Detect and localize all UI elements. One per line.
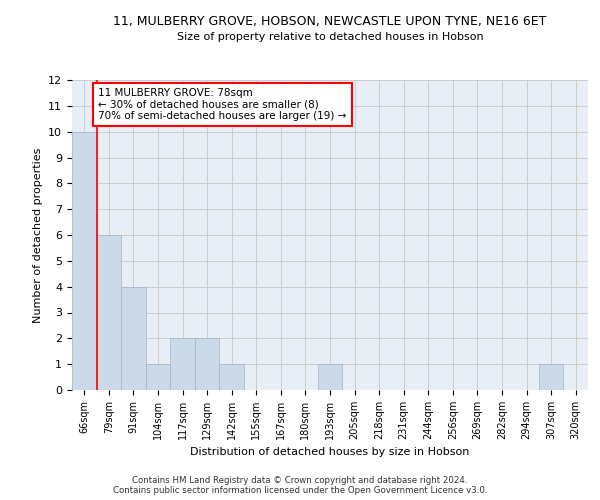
Text: Contains HM Land Registry data © Crown copyright and database right 2024.
Contai: Contains HM Land Registry data © Crown c… <box>113 476 487 495</box>
X-axis label: Distribution of detached houses by size in Hobson: Distribution of detached houses by size … <box>190 448 470 458</box>
Bar <box>97 235 121 390</box>
Bar <box>539 364 563 390</box>
Bar <box>195 338 220 390</box>
Text: 11, MULBERRY GROVE, HOBSON, NEWCASTLE UPON TYNE, NE16 6ET: 11, MULBERRY GROVE, HOBSON, NEWCASTLE UP… <box>113 15 547 28</box>
Bar <box>318 364 342 390</box>
Bar <box>170 338 195 390</box>
Y-axis label: Number of detached properties: Number of detached properties <box>32 148 43 322</box>
Bar <box>220 364 244 390</box>
Bar <box>121 286 146 390</box>
Text: Size of property relative to detached houses in Hobson: Size of property relative to detached ho… <box>176 32 484 42</box>
Text: 11 MULBERRY GROVE: 78sqm
← 30% of detached houses are smaller (8)
70% of semi-de: 11 MULBERRY GROVE: 78sqm ← 30% of detach… <box>98 88 347 121</box>
Bar <box>146 364 170 390</box>
Bar <box>72 132 97 390</box>
